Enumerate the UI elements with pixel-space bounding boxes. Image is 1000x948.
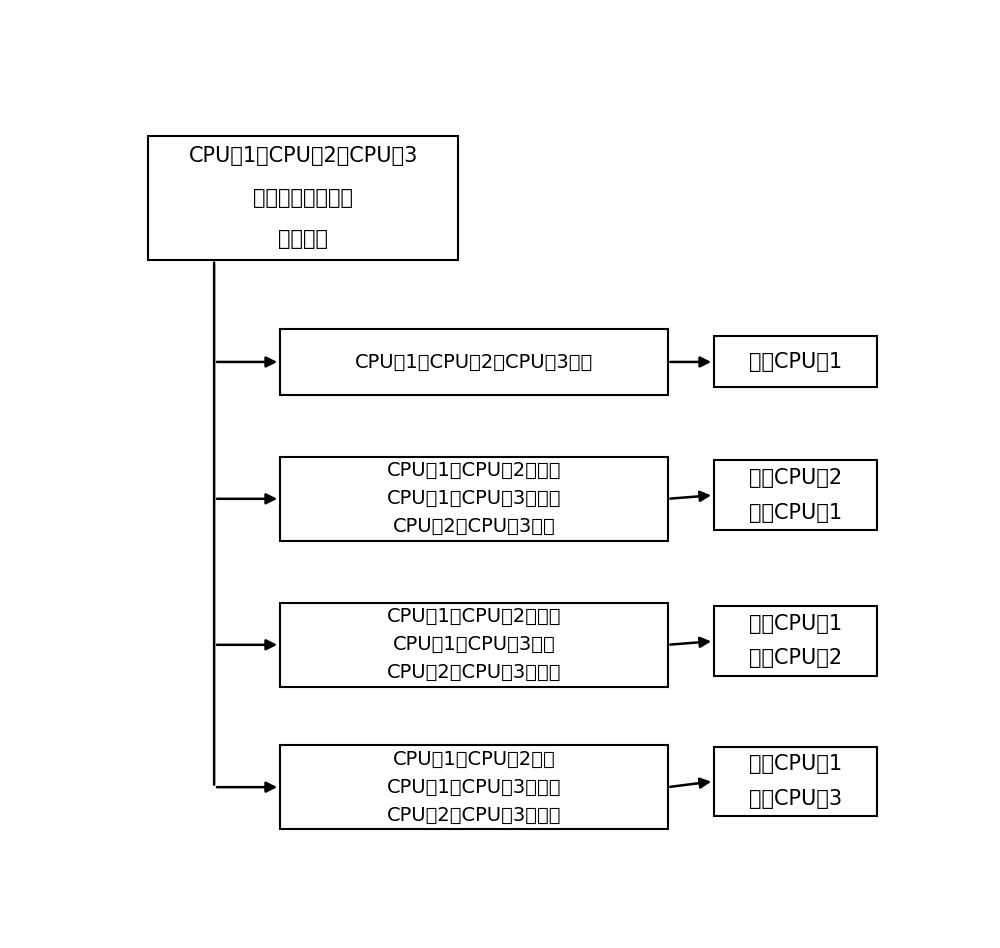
Bar [148, 136, 458, 260]
Text: 输出CPU核1: 输出CPU核1 [749, 352, 842, 372]
Text: CPU核1与CPU核3不一致: CPU核1与CPU核3不一致 [386, 489, 561, 508]
Text: CPU核1与CPU核2不一致: CPU核1与CPU核2不一致 [386, 462, 561, 481]
Bar [280, 603, 668, 686]
Text: 对比表决: 对比表决 [278, 229, 328, 249]
Text: 输出接口信号采集: 输出接口信号采集 [253, 188, 353, 208]
Text: CPU核1与CPU核3不一致: CPU核1与CPU核3不一致 [386, 777, 561, 796]
Text: 刷新CPU核1: 刷新CPU核1 [749, 502, 842, 522]
Text: 刷新CPU核3: 刷新CPU核3 [749, 789, 842, 809]
Text: 输出CPU核1: 输出CPU核1 [749, 754, 842, 774]
Bar [714, 607, 877, 676]
Text: CPU核2与CPU核3不一致: CPU核2与CPU核3不一致 [386, 806, 561, 825]
Text: 刷新CPU核2: 刷新CPU核2 [749, 648, 842, 668]
Bar [280, 745, 668, 830]
Bar [714, 337, 877, 388]
Text: CPU核2与CPU核3不一致: CPU核2与CPU核3不一致 [386, 664, 561, 683]
Text: CPU核1与CPU核3一致: CPU核1与CPU核3一致 [392, 635, 555, 654]
Bar [280, 457, 668, 540]
Bar [280, 329, 668, 394]
Text: CPU核1与CPU核2一致: CPU核1与CPU核2一致 [392, 750, 555, 769]
Text: CPU核2与CPU核3一致: CPU核2与CPU核3一致 [392, 518, 555, 537]
Bar [714, 747, 877, 816]
Bar [714, 461, 877, 530]
Text: 输出CPU核1: 输出CPU核1 [749, 613, 842, 634]
Text: CPU核1与CPU核2不一致: CPU核1与CPU核2不一致 [386, 608, 561, 627]
Text: 输出CPU核2: 输出CPU核2 [749, 467, 842, 488]
Text: CPU核1，CPU核2，CPU核3一致: CPU核1，CPU核2，CPU核3一致 [355, 353, 593, 372]
Text: CPU核1，CPU核2，CPU核3: CPU核1，CPU核2，CPU核3 [189, 146, 418, 166]
